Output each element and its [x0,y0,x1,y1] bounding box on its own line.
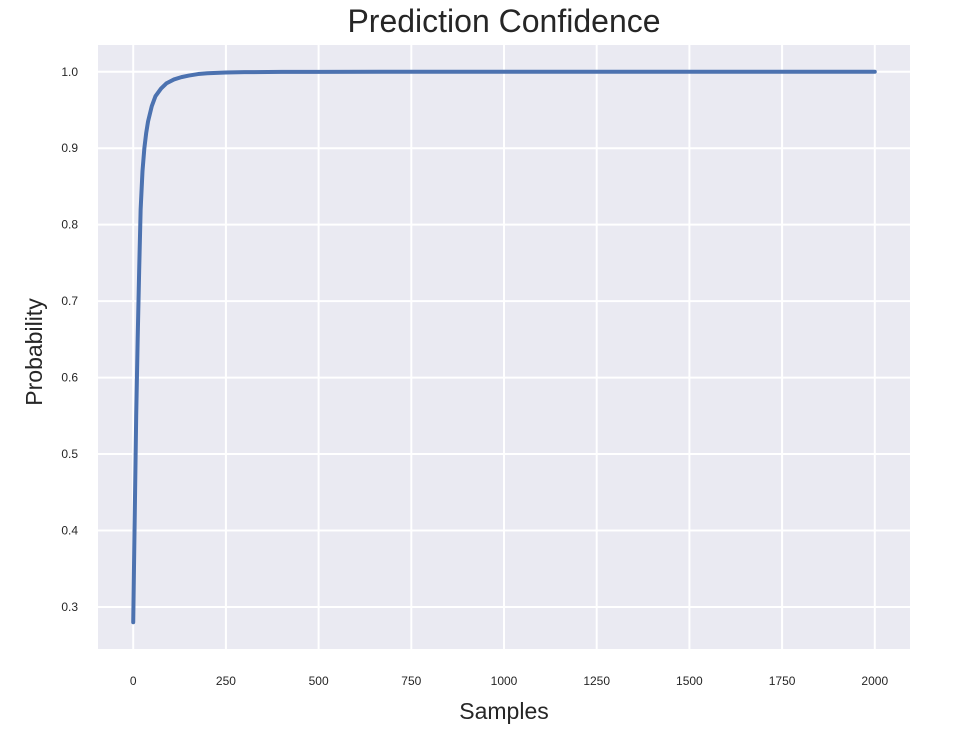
tick-layer: 0 250 500 750 1000 1250 1500 1750 2000 0.3 0.4 0.5 0… [61,65,888,688]
x-tick-label: 1750 [769,674,796,688]
x-tick-label: 1000 [491,674,518,688]
y-tick-label: 0.9 [61,141,78,155]
y-tick-label: 0.6 [61,371,78,385]
x-tick-label: 0 [130,674,137,688]
x-tick-label: 250 [216,674,236,688]
y-tick-label: 0.5 [61,447,78,461]
y-tick-label: 0.4 [61,523,78,537]
y-tick-label: 0.8 [61,218,78,232]
y-tick-label: 0.3 [61,600,78,614]
y-tick-label: 1.0 [61,65,78,79]
series-line [131,69,877,625]
y-tick-label: 0.7 [61,294,78,308]
series-layer [131,69,877,625]
x-tick-label: 1250 [583,674,610,688]
x-tick-label: 750 [401,674,421,688]
x-axis-label: Samples [459,698,548,724]
x-tick-label: 2000 [861,674,888,688]
chart-title: Prediction Confidence [347,3,660,39]
y-axis-label: Probability [21,298,47,406]
x-tick-label: 500 [309,674,329,688]
x-tick-label: 1500 [676,674,703,688]
grid-layer [98,45,910,649]
